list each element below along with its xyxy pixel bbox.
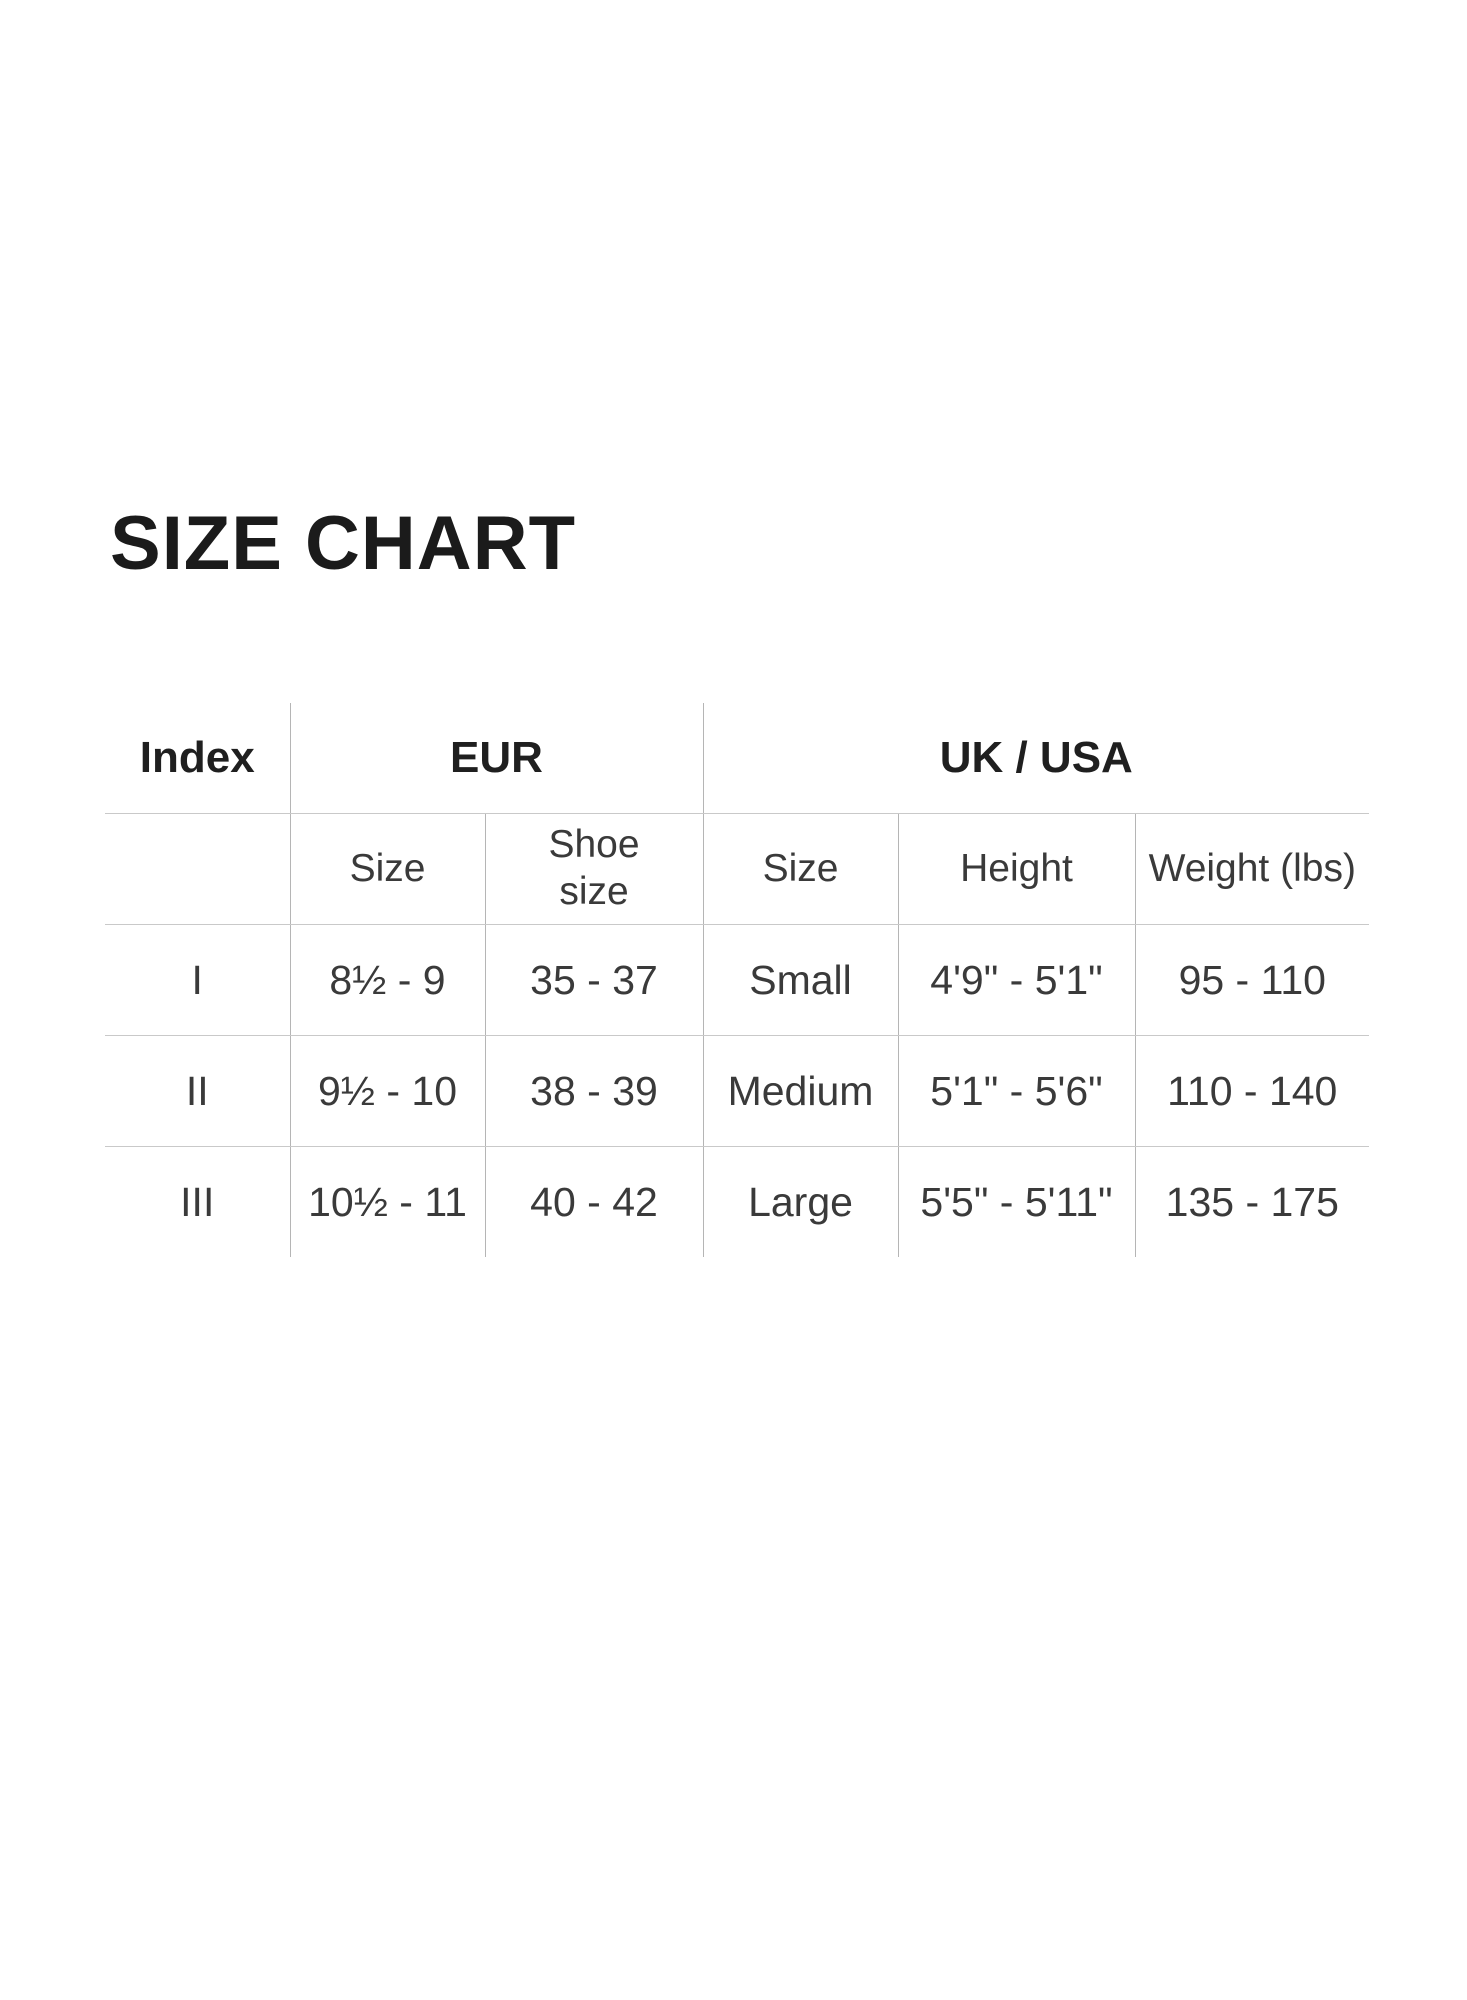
cell-eur-size: 10½ - 11: [289, 1146, 485, 1257]
cell-height: 5'5" - 5'11": [897, 1146, 1135, 1257]
cell-height: 5'1" - 5'6": [897, 1035, 1135, 1147]
subheader-shoe-size: Shoe size: [484, 813, 703, 925]
cell-uk-size: Small: [702, 924, 898, 1036]
group-header-row: Index EUR UK / USA: [105, 703, 1370, 814]
cell-uk-size: Medium: [702, 1035, 898, 1147]
cell-shoe-size: 35 - 37: [484, 924, 703, 1036]
table-row-1: I 8½ - 9 35 - 37 Small 4'9" - 5'1" 95 - …: [105, 924, 1370, 1036]
subheader-weight: Weight (lbs): [1134, 813, 1370, 925]
cell-shoe-size: 38 - 39: [484, 1035, 703, 1147]
table-row-3: III 10½ - 11 40 - 42 Large 5'5" - 5'11" …: [105, 1146, 1370, 1257]
column-group-index: Index: [105, 703, 290, 814]
subheader-eur-size: Size: [289, 813, 485, 925]
subheader-height: Height: [897, 813, 1135, 925]
cell-uk-size: Large: [702, 1146, 898, 1257]
cell-eur-size: 8½ - 9: [289, 924, 485, 1036]
subheader-empty: [105, 813, 290, 925]
column-group-uk-usa: UK / USA: [702, 703, 1370, 814]
cell-index: III: [180, 1178, 215, 1225]
subheader-shoe-size-label: Shoe size: [548, 823, 640, 913]
column-group-eur: EUR: [289, 703, 703, 814]
cell-shoe-size: 40 - 42: [484, 1146, 703, 1257]
table-row-2: II 9½ - 10 38 - 39 Medium 5'1" - 5'6" 11…: [105, 1035, 1370, 1147]
sub-header-row: Size Shoe size Size Height Weight (lbs): [105, 813, 1370, 925]
cell-weight: 110 - 140: [1134, 1035, 1370, 1147]
subheader-uk-size: Size: [702, 813, 898, 925]
cell-weight: 135 - 175: [1134, 1146, 1370, 1257]
cell-index: I: [105, 924, 290, 1036]
page-title: SIZE CHART: [110, 501, 576, 586]
cell-eur-size: 9½ - 10: [289, 1035, 485, 1147]
size-chart-table: Index EUR UK / USA Size Shoe size Size H…: [105, 703, 1370, 1257]
cell-weight: 95 - 110: [1134, 924, 1370, 1036]
cell-index: II: [105, 1035, 290, 1147]
cell-height: 4'9" - 5'1": [897, 924, 1135, 1036]
